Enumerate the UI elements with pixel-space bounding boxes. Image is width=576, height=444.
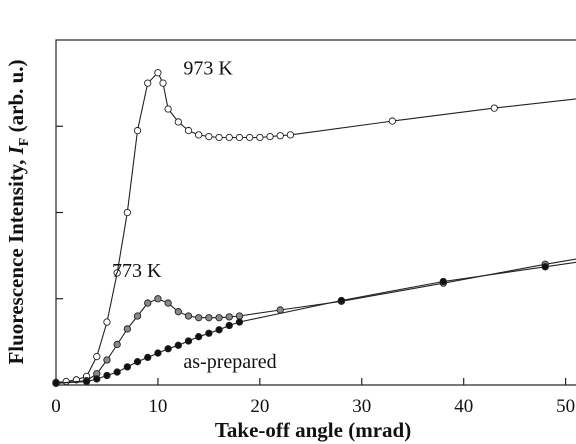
data-point <box>103 356 111 364</box>
data-point <box>541 263 549 271</box>
data-point <box>235 312 244 320</box>
x-tick-label: 40 <box>454 396 473 417</box>
data-point <box>93 375 101 383</box>
data-point <box>235 133 244 142</box>
data-point <box>123 363 131 371</box>
data-point <box>276 132 284 140</box>
data-point <box>113 340 121 349</box>
data-point <box>184 337 193 345</box>
data-point <box>174 341 182 349</box>
data-point <box>93 352 101 361</box>
data-point <box>205 132 213 141</box>
data-point <box>388 117 396 125</box>
x-tick-label: 0 <box>51 396 61 417</box>
data-point <box>235 318 244 326</box>
data-point <box>184 126 193 135</box>
data-point <box>205 314 213 322</box>
data-point <box>133 312 142 320</box>
series-973-k <box>52 69 576 387</box>
data-point <box>195 333 203 341</box>
data-point <box>159 79 167 87</box>
data-point <box>144 79 152 87</box>
x-axis-title: Take-off angle (mrad) <box>215 418 411 442</box>
data-point <box>184 312 193 320</box>
data-point <box>337 296 346 305</box>
x-tick-label: 10 <box>148 396 167 417</box>
series-layer <box>52 69 576 387</box>
data-point <box>164 299 172 307</box>
data-point <box>276 306 284 314</box>
data-point <box>103 318 111 326</box>
data-point <box>133 358 142 366</box>
x-tick-label: 30 <box>352 396 371 417</box>
data-point <box>164 345 172 353</box>
data-point <box>266 132 274 141</box>
x-tick-label: 20 <box>250 396 269 417</box>
labels-layer: 973 K 773 K as-prepared <box>112 58 277 373</box>
data-point <box>123 208 131 217</box>
data-point <box>113 269 121 277</box>
data-point <box>174 118 182 126</box>
y-axis-title-main: Fluorescence Intensity, <box>4 154 28 364</box>
data-point <box>154 295 162 303</box>
data-point <box>113 368 121 376</box>
data-point <box>133 126 142 135</box>
data-point <box>52 379 60 387</box>
data-point <box>174 308 182 316</box>
series-label: 973 K <box>183 58 233 80</box>
data-point <box>225 313 233 321</box>
series-as-prepared <box>52 261 576 387</box>
data-point <box>286 131 295 139</box>
data-point <box>103 371 111 380</box>
series-label: as-prepared <box>183 351 276 373</box>
data-point <box>195 131 203 139</box>
y-axis-title-subscript: F <box>17 138 32 147</box>
data-point <box>215 314 223 322</box>
data-point <box>123 325 131 333</box>
axis-ticks: 0 10 20 30 40 50 <box>51 125 575 417</box>
y-axis-title-symbol: I <box>4 145 28 155</box>
data-point <box>205 329 213 337</box>
data-point <box>154 349 162 357</box>
data-point <box>144 299 152 307</box>
data-point <box>154 69 162 77</box>
y-axis-title-unit: (arb. u.) <box>4 59 28 137</box>
series-line <box>55 258 576 384</box>
series-label: 773 K <box>112 260 162 282</box>
data-point <box>164 105 172 113</box>
data-point <box>439 277 447 286</box>
data-point <box>225 321 233 330</box>
data-point <box>215 326 223 334</box>
data-point <box>225 133 233 142</box>
series-line <box>55 71 576 383</box>
data-point <box>256 133 264 142</box>
data-point <box>82 377 91 386</box>
data-point <box>195 314 203 322</box>
data-point <box>246 133 254 142</box>
series-773-k <box>52 258 576 387</box>
data-point <box>215 133 223 142</box>
plot-frame <box>55 39 576 386</box>
data-point <box>490 104 498 112</box>
data-point <box>144 353 152 362</box>
y-axis-title: Fluorescence Intensity, IF (arb. u.) <box>4 59 32 364</box>
x-tick-label: 50 <box>556 396 575 417</box>
data-point <box>62 377 70 386</box>
